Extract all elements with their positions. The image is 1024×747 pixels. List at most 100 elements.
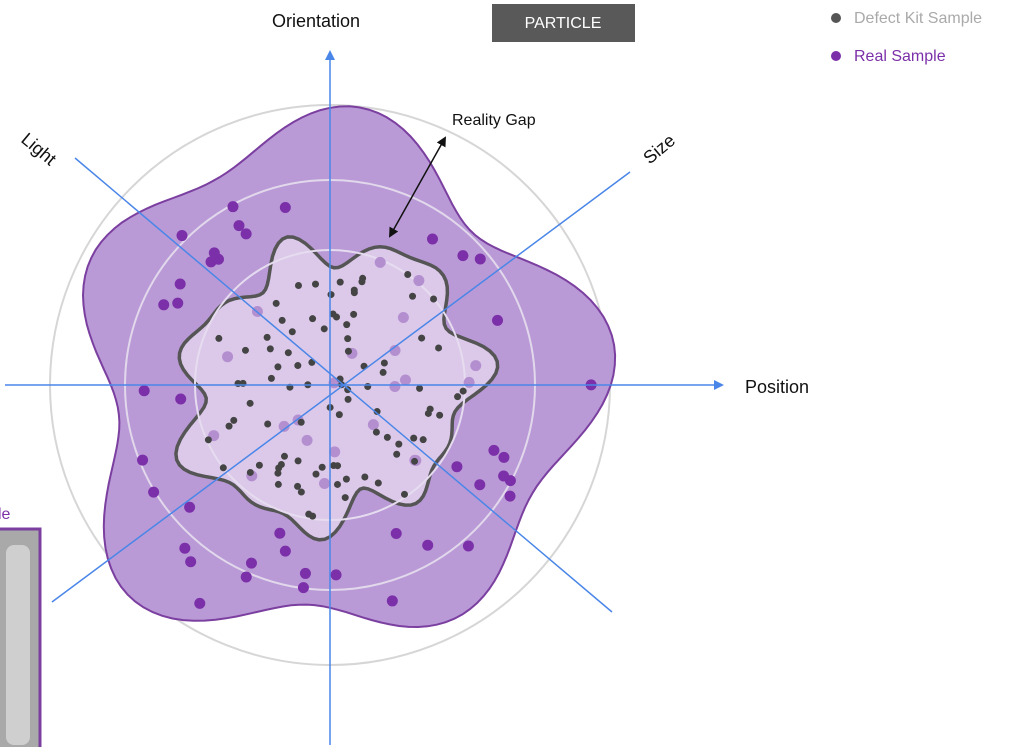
sample-dot [138,385,150,397]
sample-dot [430,295,438,303]
sample-dot [280,452,288,460]
axis [51,171,631,603]
sample-dot [498,470,510,482]
sample-dot [233,220,245,232]
sample-dot [329,310,337,318]
sample-dot [367,419,379,431]
sample-dot [318,463,326,471]
sample-dot [274,469,282,477]
sample-dot [451,461,463,473]
sample-dot [389,381,401,393]
badge: PARTICLE [525,15,602,32]
sample-dot [364,382,372,390]
sample-dot [397,311,409,323]
sample-dot [335,411,343,419]
sample-dot [172,297,184,309]
sample-dot [454,393,462,401]
sample-dot [389,344,401,356]
sample-dot [297,418,305,426]
sample-dot [274,363,282,371]
sample-dot [330,462,338,470]
sample-dot [344,347,352,355]
sample-dot [410,434,418,442]
sample-dot [288,328,296,336]
sample-dot [474,479,486,491]
sample-dot [274,480,282,488]
sample-dot [319,478,331,490]
sample-dot [409,292,417,300]
axis-label: Size [639,130,679,168]
sample-dot [498,451,510,463]
sample-dot [246,399,254,407]
axis-label: Light [17,129,60,169]
sample-dot [462,540,474,552]
sample-dot [294,482,302,490]
sample-dot [373,408,381,416]
legend-swatch [831,51,841,61]
sample-dot [411,457,419,465]
sample-dot [329,446,341,458]
sample-dot [294,457,302,465]
sample-dot [137,454,149,466]
sample-dot [279,201,291,213]
inset-image [6,545,30,745]
sample-dot [301,434,313,446]
sample-dot [240,228,252,240]
sample-dot [400,490,408,498]
sample-dot [463,376,475,388]
sample-dot [344,395,352,403]
sample-dot [350,286,358,294]
sample-dot [294,282,302,290]
sample-dot [294,362,302,370]
sample-dot [379,368,387,376]
sample-dot [184,501,196,513]
sample-dot [334,480,342,488]
sample-dot [395,440,403,448]
sample-dot [404,271,412,279]
sample-dot [330,569,342,581]
sample-dot [459,387,467,395]
sample-dot [148,486,160,498]
sample-dot [341,494,349,502]
sample-dot [299,567,311,579]
sample-dot [457,250,469,262]
sample-dot [284,349,292,357]
sample-dot [312,470,320,478]
sample-dot [361,473,369,481]
sample-dot [474,253,486,265]
sample-dot [215,334,223,342]
sample-dot [343,321,351,329]
sample-dot [424,409,432,417]
sample-dot [227,201,239,213]
sample-dot [266,345,274,353]
sample-dot [176,230,188,242]
sample-dot [393,450,401,458]
sample-dot [241,346,249,354]
sample-dot [297,488,305,496]
sample-dot [275,464,283,472]
gap-arrow [389,136,446,238]
sample-dot [422,539,434,551]
sample-dot [374,256,386,268]
sample-dot [390,528,402,540]
sample-dot [230,416,238,424]
sample-dot [239,379,247,387]
sample-dot [311,280,319,288]
sample-dot [344,335,352,343]
sample-dot [372,428,380,436]
sample-dot [504,490,516,502]
sample-dot [179,542,191,554]
sample-dot [174,278,186,290]
sample-dot [419,436,427,444]
sample-dot [374,479,382,487]
sample-dot [342,475,350,483]
sample-dot [158,299,170,311]
sample-dot [416,384,424,392]
sample-dot [264,420,272,428]
sample-dot [272,299,280,307]
axis-label: Position [745,377,809,397]
axes [5,50,724,745]
sample-dot [350,310,358,318]
sample-dot [219,464,227,472]
